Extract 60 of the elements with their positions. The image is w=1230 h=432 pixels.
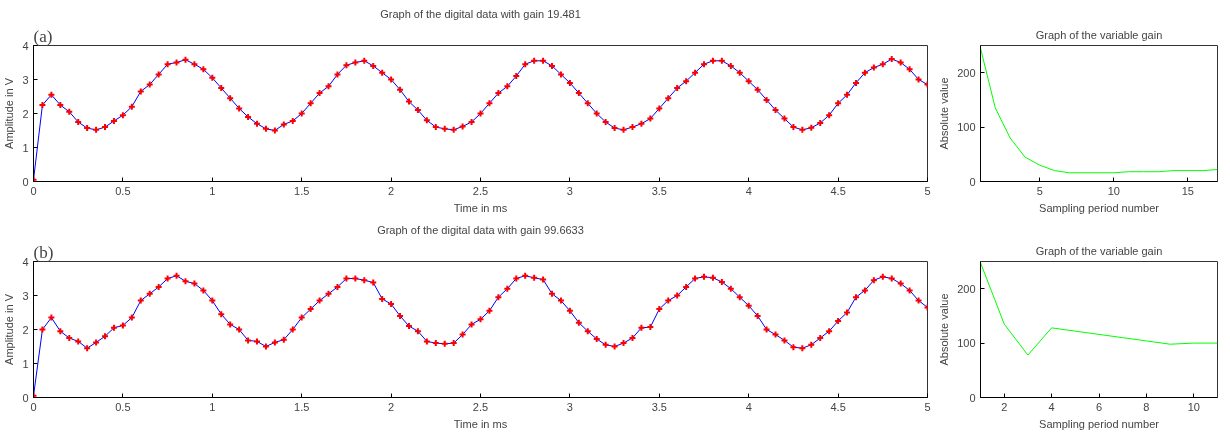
x-tick-label: 3 — [566, 400, 573, 413]
x-tick-label: 0.5 — [115, 184, 131, 197]
x-tick-label: 4.5 — [830, 184, 846, 197]
x-tick-label: 5 — [1036, 184, 1043, 197]
y-tick-label: 4 — [22, 39, 29, 52]
x-tick-label: 4 — [745, 400, 752, 413]
x-axis-title: Sampling period number — [1039, 201, 1160, 214]
x-tick-label: 2 — [388, 400, 395, 413]
x-tick-label: 2.5 — [472, 184, 489, 197]
chart-title: Graph of the variable gain — [1035, 28, 1163, 41]
y-tick-label: 0 — [22, 175, 29, 188]
x-tick-label: 1 — [209, 400, 216, 413]
x-tick-label: 2 — [1001, 400, 1008, 413]
x-tick-label: 4.5 — [830, 400, 846, 413]
y-axis-title: Amplitude in V — [3, 77, 16, 149]
y-tick-label: 4 — [22, 255, 29, 268]
x-tick-label: 3 — [566, 184, 573, 197]
y-tick-label: 3 — [22, 289, 29, 302]
annotation: (b) — [33, 242, 54, 262]
x-tick-label: 5 — [924, 400, 931, 413]
y-tick-label: 0 — [969, 175, 976, 188]
annotation: (a) — [33, 26, 53, 46]
x-tick-label: 1.5 — [294, 184, 310, 197]
chart-title: Graph of the variable gain — [1035, 244, 1163, 257]
x-tick-label: 0 — [30, 184, 37, 197]
x-tick-label: 1 — [209, 184, 216, 197]
y-tick-label: 100 — [957, 337, 976, 350]
x-tick-label: 1.5 — [294, 400, 310, 413]
x-tick-label: 15 — [1181, 184, 1195, 197]
chart-title: Graph of the digital data with gain 99.6633 — [377, 223, 584, 236]
x-axis-title: Time in ms — [453, 417, 508, 430]
x-tick-label: 5 — [924, 184, 931, 197]
y-tick-label: 100 — [957, 121, 976, 134]
y-axis-title: Absolute value — [938, 293, 951, 366]
x-tick-label: 6 — [1095, 400, 1103, 413]
x-tick-label: 10 — [1187, 400, 1200, 413]
y-tick-label: 200 — [957, 282, 976, 295]
y-tick-label: 1 — [22, 141, 29, 154]
x-axis-title: Time in ms — [453, 201, 508, 214]
y-tick-label: 3 — [22, 73, 29, 86]
y-tick-label: 1 — [22, 357, 29, 370]
y-axis-title: Absolute value — [938, 77, 951, 150]
x-tick-label: 3.5 — [651, 184, 667, 197]
x-tick-label: 0 — [30, 400, 37, 413]
x-tick-label: 4 — [1048, 400, 1055, 413]
x-tick-label: 10 — [1107, 184, 1120, 197]
chart-title: Graph of the digital data with gain 19.481 — [380, 7, 581, 20]
y-tick-label: 0 — [22, 391, 29, 404]
y-tick-label: 2 — [22, 323, 29, 336]
x-axis-title: Sampling period number — [1039, 417, 1160, 430]
x-tick-label: 0.5 — [115, 400, 131, 413]
x-tick-label: 3.5 — [651, 400, 667, 413]
y-axis-title: Amplitude in V — [3, 293, 16, 365]
y-tick-label: 2 — [22, 107, 29, 120]
x-tick-label: 2.5 — [472, 400, 489, 413]
x-tick-label: 2 — [388, 184, 395, 197]
y-tick-label: 200 — [957, 66, 976, 79]
x-tick-label: 8 — [1143, 400, 1150, 413]
y-tick-label: 0 — [969, 391, 976, 404]
x-tick-label: 4 — [745, 184, 752, 197]
